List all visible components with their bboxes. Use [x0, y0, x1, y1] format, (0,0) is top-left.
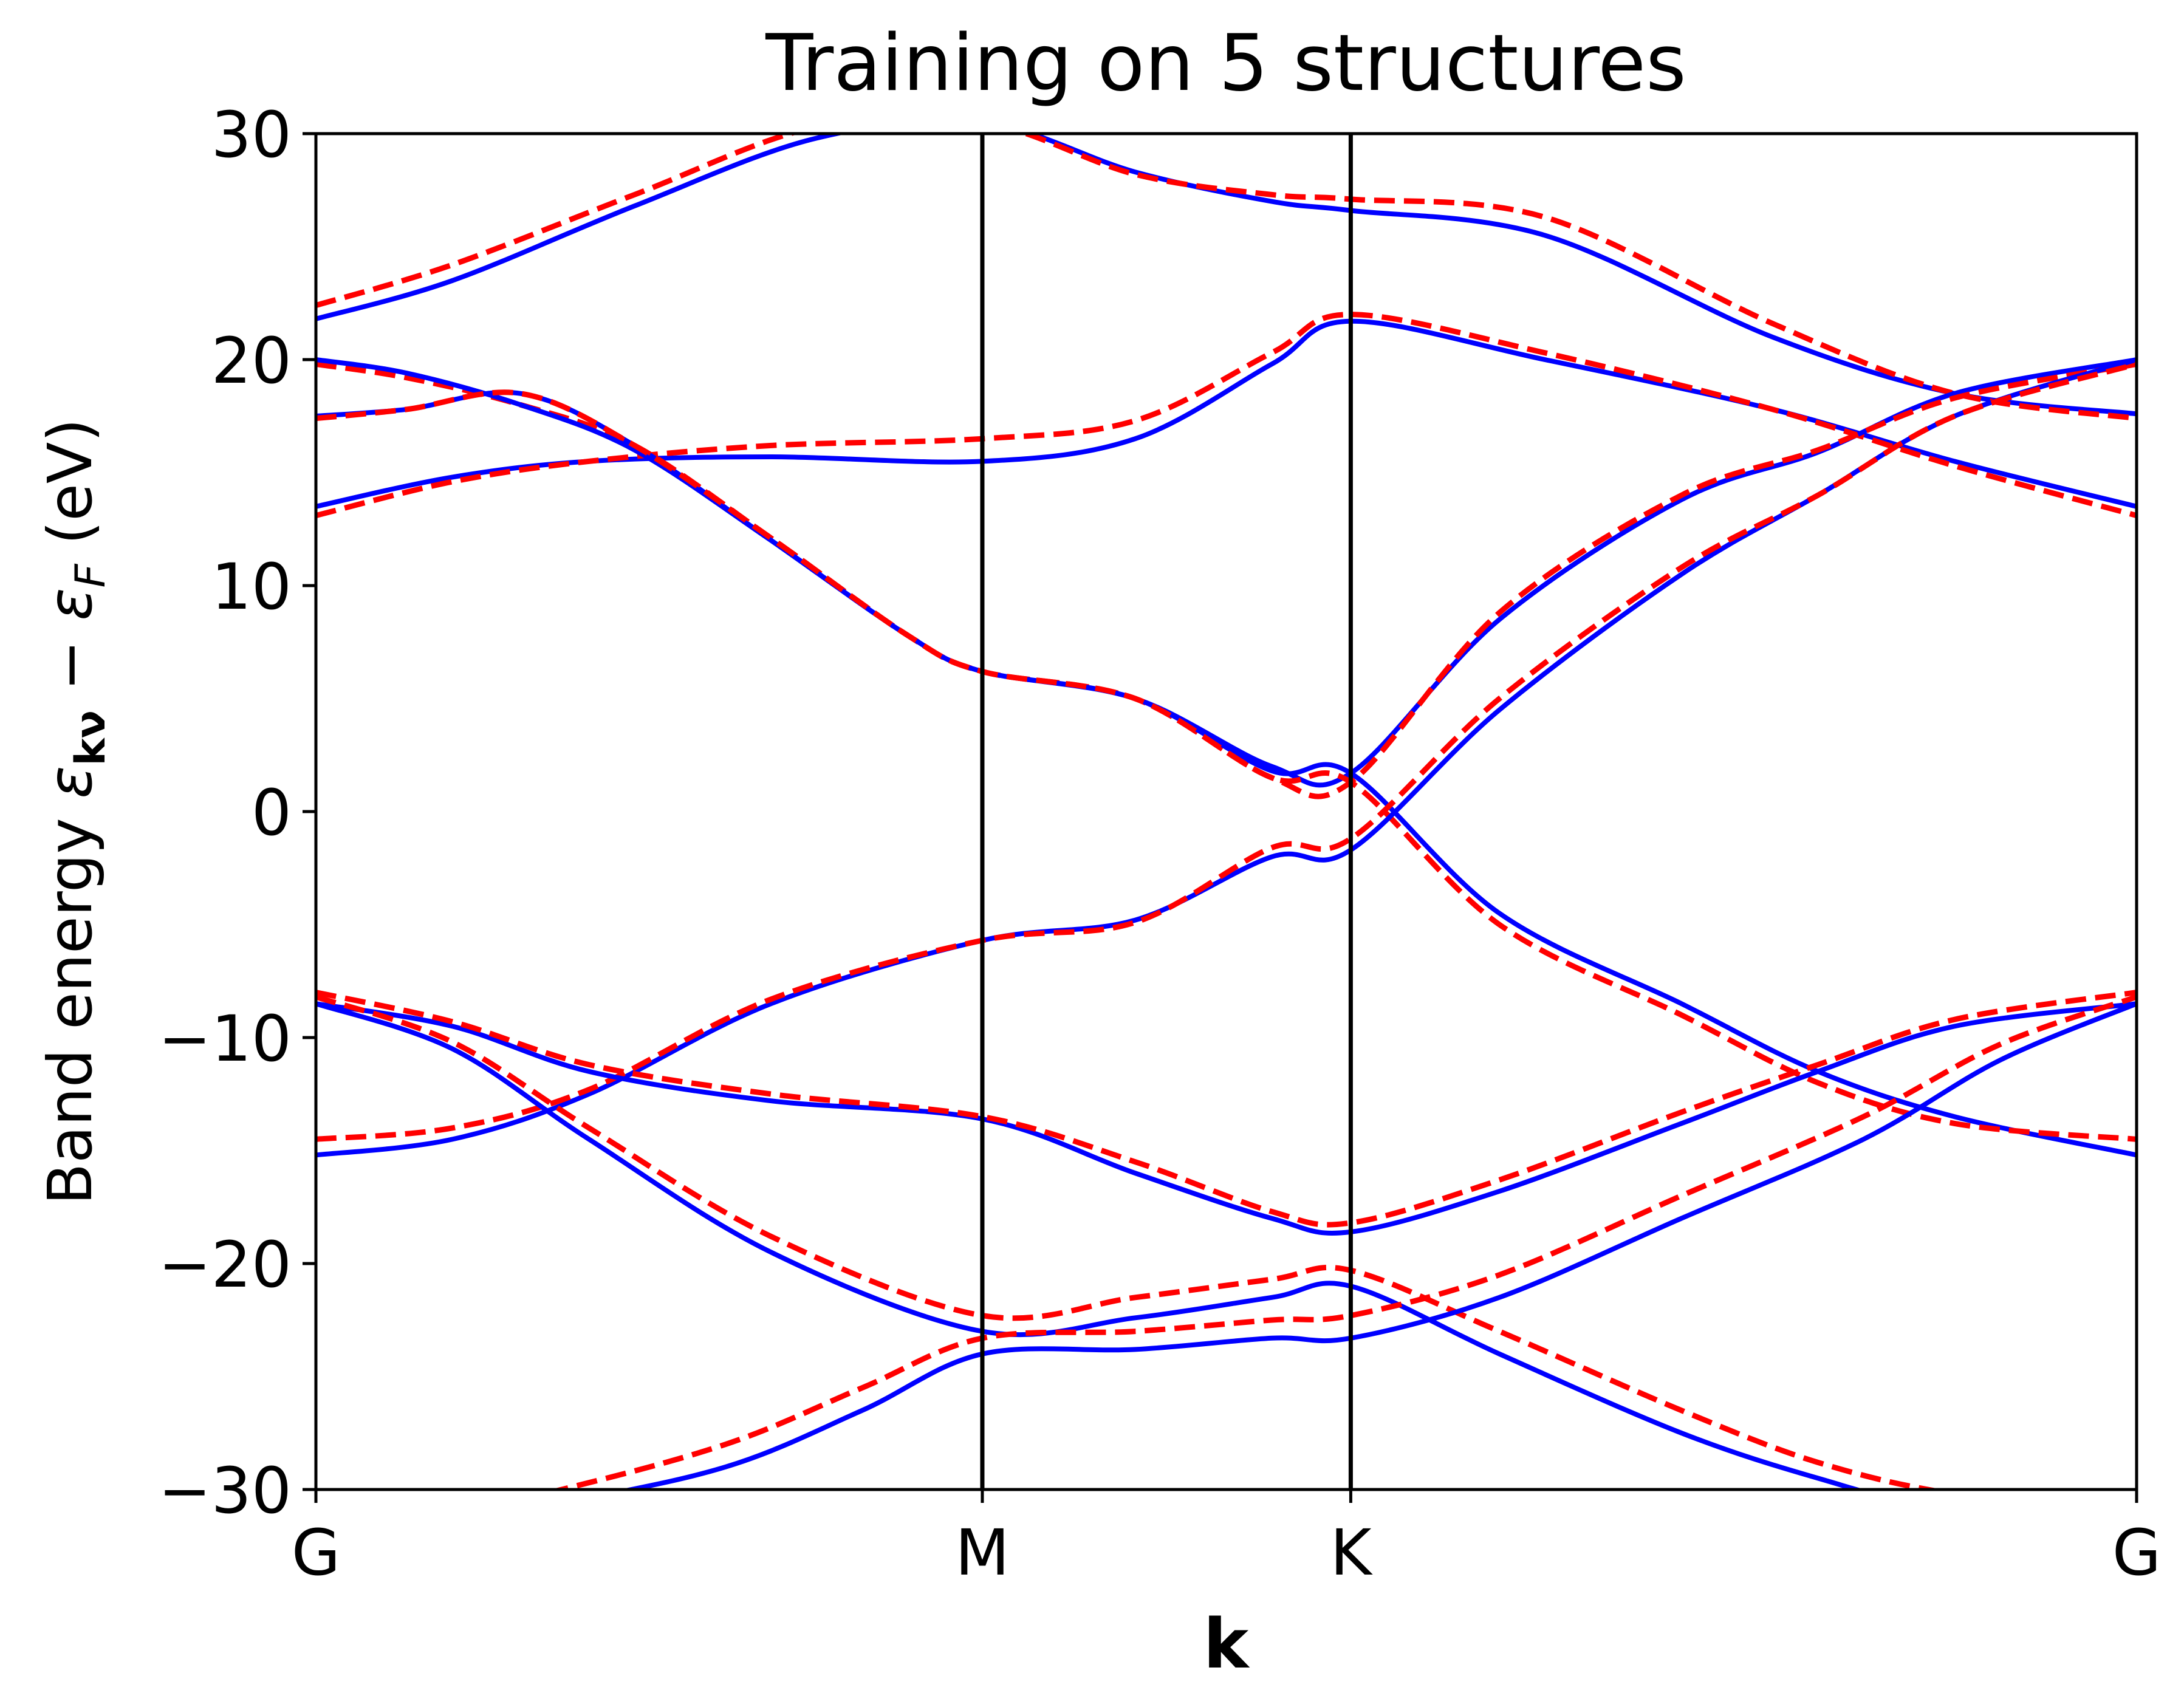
x-tick-label-3: G: [2112, 1516, 2162, 1590]
series-layer: [316, 134, 2137, 1490]
x-axis-label: k: [1203, 1605, 1250, 1684]
y-axis-label: Band energy εkν − εF (eV): [35, 419, 115, 1205]
model-band-line-9: [316, 361, 2137, 1142]
high-symmetry-lines: [980, 134, 1353, 1490]
reference-band-line-8: [316, 357, 2137, 1158]
y-label-fermi-subscript: F: [67, 564, 115, 588]
reference-band-line-10: [316, 1001, 2137, 1236]
model-band-line-15: [550, 994, 2137, 1490]
y-tick-label-4: −10: [159, 1002, 292, 1076]
y-label-minus: −: [35, 621, 106, 710]
y-label-epsilon-fermi: ε: [35, 588, 106, 621]
x-tick-label-2: K: [1330, 1516, 1373, 1590]
reference-band-line-0: [316, 134, 2137, 417]
x-tick-label-0: G: [292, 1516, 341, 1590]
y-tick-label-5: −20: [159, 1228, 292, 1302]
model-band-line-1: [316, 134, 2137, 422]
y-label-units: (eV): [35, 419, 106, 564]
reference-band-line-6: [316, 357, 2137, 1158]
y-label-prefix: Band energy: [35, 799, 106, 1205]
model-band-line-11: [316, 990, 2137, 1228]
y-tick-label-3: 0: [252, 776, 292, 850]
chart-title: Training on 5 structures: [765, 18, 1686, 109]
x-tick-label-1: M: [955, 1516, 1010, 1590]
reference-band-line-2: [316, 318, 2137, 509]
y-tick-label-0: 30: [211, 98, 292, 172]
y-axis-ticks: 30 20 10 0 −10 −20 −30: [159, 98, 316, 1528]
y-label-subscript: kν: [67, 710, 115, 766]
model-band-line-7: [316, 389, 2137, 1142]
model-band-line-13: [316, 994, 1944, 1490]
y-tick-label-2: 10: [211, 550, 292, 624]
y-tick-label-1: 20: [211, 324, 292, 398]
y-label-epsilon: ε: [35, 766, 106, 799]
y-tick-label-6: −30: [159, 1454, 292, 1528]
reference-band-line-14: [619, 1001, 2137, 1490]
reference-band-line-12: [316, 1001, 1865, 1490]
model-band-line-3: [316, 312, 2137, 519]
